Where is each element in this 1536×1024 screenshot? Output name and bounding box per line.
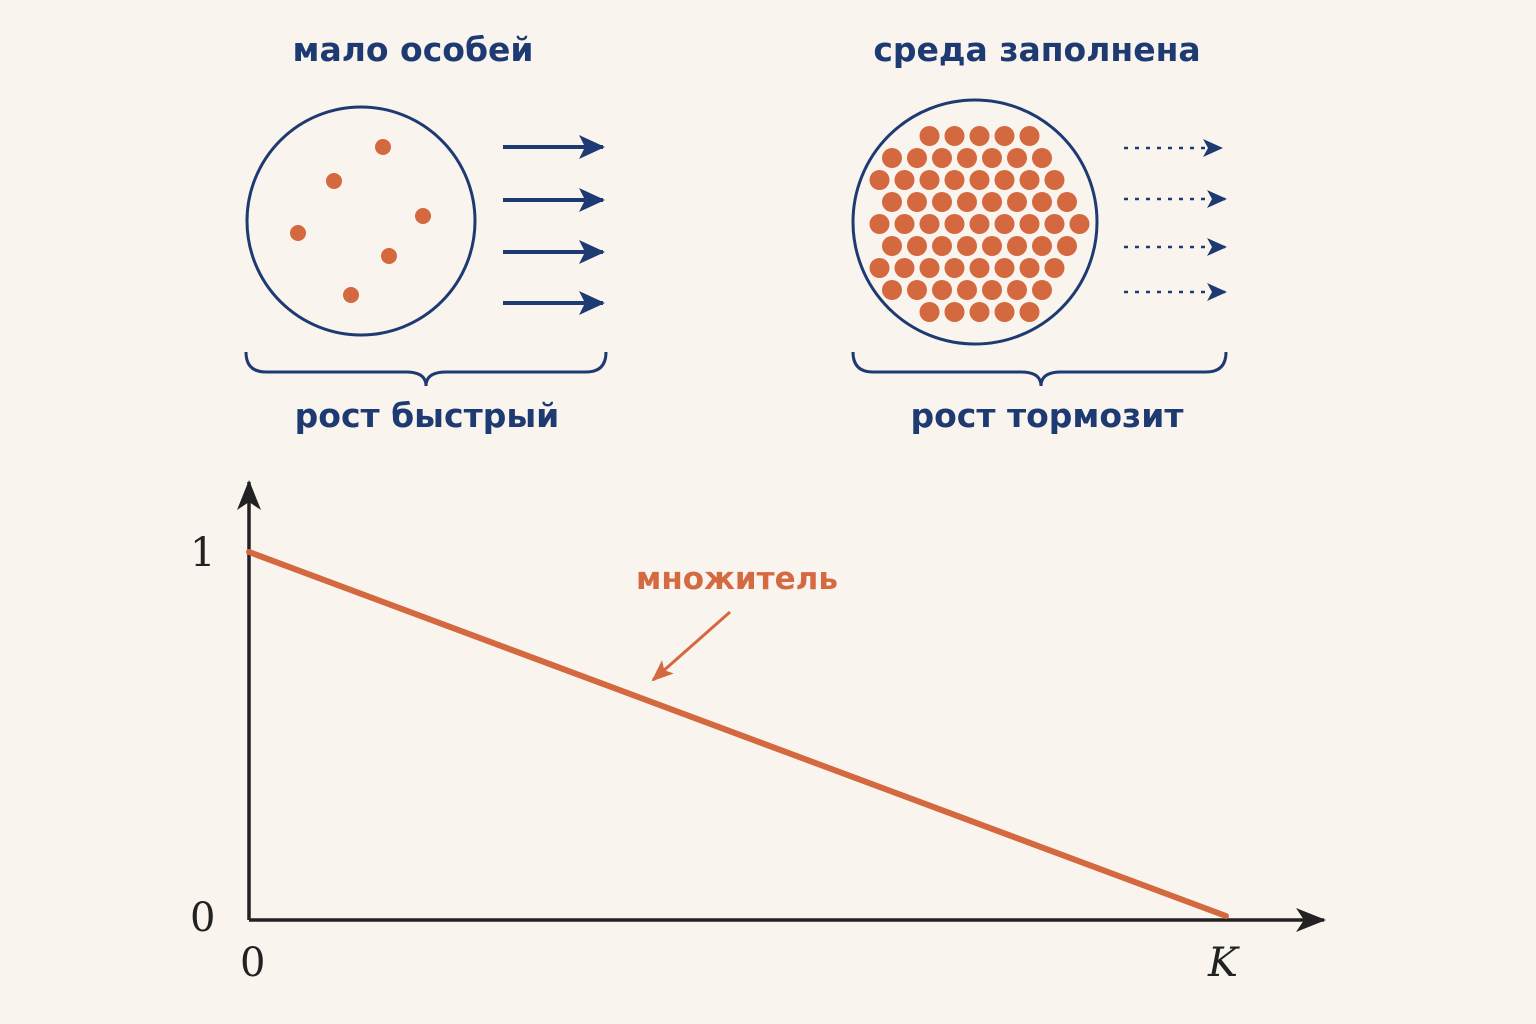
individual-dot: [982, 148, 1002, 168]
label-pointer-arrow: [651, 610, 731, 682]
individual-dot: [982, 280, 1002, 300]
individual-dot: [375, 139, 391, 155]
individual-dot: [1044, 170, 1065, 190]
individual-dot: [1044, 214, 1065, 234]
individual-dot: [982, 192, 1002, 212]
individual-dot: [994, 170, 1015, 190]
x-tick-k: K: [1208, 940, 1238, 986]
left-panel-caption: рост быстрый: [294, 396, 560, 435]
individual-dot: [882, 148, 902, 168]
individual-dot: [1069, 214, 1090, 234]
individual-dot: [919, 170, 940, 190]
right-panel-caption: рост тормозит: [910, 396, 1184, 435]
individual-dot: [932, 192, 952, 212]
individual-dot: [882, 192, 902, 212]
individual-dot: [944, 302, 965, 322]
individual-dot: [957, 192, 977, 212]
sparse-population-circle: [245, 105, 477, 337]
individual-dot: [957, 236, 977, 256]
individual-dot: [969, 302, 990, 322]
individual-dot: [869, 214, 890, 234]
slow-growth-arrows: [1124, 139, 1227, 301]
individual-dot: [907, 280, 927, 300]
individual-dot: [919, 302, 940, 322]
individual-dot: [994, 302, 1015, 322]
individual-dot: [1057, 236, 1077, 256]
individual-dot: [969, 258, 990, 278]
individual-dot: [1032, 280, 1052, 300]
individual-dot: [969, 214, 990, 234]
right-brace: [851, 351, 1228, 387]
individual-dot: [894, 214, 915, 234]
individual-dot: [957, 280, 977, 300]
left-brace: [244, 351, 608, 387]
fast-growth-arrows: [503, 135, 605, 315]
individual-dot: [932, 280, 952, 300]
individual-dot: [994, 214, 1015, 234]
crowded-dots: [869, 126, 1090, 322]
individual-dot: [882, 236, 902, 256]
individual-dot: [919, 258, 940, 278]
individual-dot: [919, 126, 940, 146]
individual-dot: [1007, 192, 1027, 212]
individual-dot: [969, 126, 990, 146]
individual-dot: [326, 173, 342, 189]
individual-dot: [957, 148, 977, 168]
individual-dot: [882, 280, 902, 300]
individual-dot: [894, 170, 915, 190]
individual-dot: [907, 148, 927, 168]
individual-dot: [415, 208, 431, 224]
individual-dot: [290, 225, 306, 241]
individual-dot: [944, 170, 965, 190]
individual-dot: [982, 236, 1002, 256]
individual-dot: [381, 248, 397, 264]
individual-dot: [1032, 192, 1052, 212]
individual-dot: [1019, 126, 1040, 146]
multiplier-series-label: множитель: [636, 561, 838, 597]
individual-dot: [944, 214, 965, 234]
individual-dot: [869, 258, 890, 278]
individual-dot: [944, 258, 965, 278]
individual-dot: [907, 192, 927, 212]
individual-dot: [1044, 258, 1065, 278]
y-tick-1: 1: [190, 530, 216, 576]
right-panel-title: среда заполнена: [873, 30, 1201, 69]
population-panels: [244, 98, 1228, 387]
individual-dot: [919, 214, 940, 234]
individual-dot: [1019, 302, 1040, 322]
individual-dot: [1019, 258, 1040, 278]
individual-dot: [1019, 170, 1040, 190]
individual-dot: [1007, 236, 1027, 256]
crowded-population-circle: [851, 98, 1099, 346]
individual-dot: [1007, 148, 1027, 168]
multiplier-line: [246, 549, 1229, 919]
individual-dot: [1007, 280, 1027, 300]
individual-dot: [1032, 148, 1052, 168]
individual-dot: [1057, 192, 1077, 212]
individual-dot: [869, 170, 890, 190]
individual-dot: [1032, 236, 1052, 256]
individual-dot: [969, 170, 990, 190]
individual-dot: [907, 236, 927, 256]
left-panel-title: мало особей: [292, 30, 534, 69]
y-tick-0: 0: [190, 895, 216, 941]
individual-dot: [932, 148, 952, 168]
individual-dot: [932, 236, 952, 256]
individual-dot: [343, 287, 359, 303]
individual-dot: [994, 126, 1015, 146]
x-tick-0: 0: [240, 940, 266, 986]
individual-dot: [944, 126, 965, 146]
individual-dot: [1019, 214, 1040, 234]
individual-dot: [994, 258, 1015, 278]
individual-dot: [894, 258, 915, 278]
